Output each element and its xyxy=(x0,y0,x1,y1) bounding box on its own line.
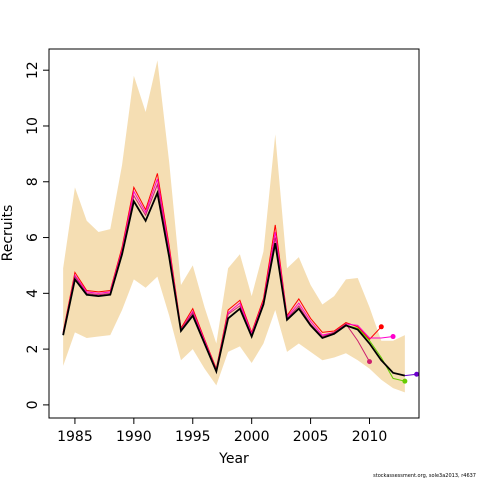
end-point xyxy=(390,334,396,340)
x-tick-label: 2010 xyxy=(352,429,388,445)
end-point xyxy=(367,359,373,365)
end-point xyxy=(414,371,420,377)
x-tick-label: 1990 xyxy=(116,429,152,445)
footnote: stockassessment.org, sole3a2013, r4637 xyxy=(373,473,476,479)
series-line xyxy=(62,189,406,377)
confidence-band xyxy=(63,60,405,393)
x-tick-label: 1985 xyxy=(57,429,93,445)
plot-frame xyxy=(48,48,420,419)
y-tick-label: 8 xyxy=(25,177,41,186)
x-tick-label: 2000 xyxy=(234,429,270,445)
x-axis-label: Year xyxy=(218,451,249,467)
end-point xyxy=(402,378,408,384)
x-tick-label: 1995 xyxy=(175,429,211,445)
y-tick-label: 4 xyxy=(25,289,41,298)
x-tick-label: 2005 xyxy=(293,429,329,445)
end-point xyxy=(378,324,384,330)
y-axis-label: Recruits xyxy=(0,205,16,262)
y-tick-label: 6 xyxy=(25,233,41,242)
y-tick-label: 2 xyxy=(25,345,41,354)
y-tick-label: 12 xyxy=(25,61,41,79)
y-tick-label: 0 xyxy=(25,400,41,409)
y-tick-label: 10 xyxy=(25,117,41,135)
